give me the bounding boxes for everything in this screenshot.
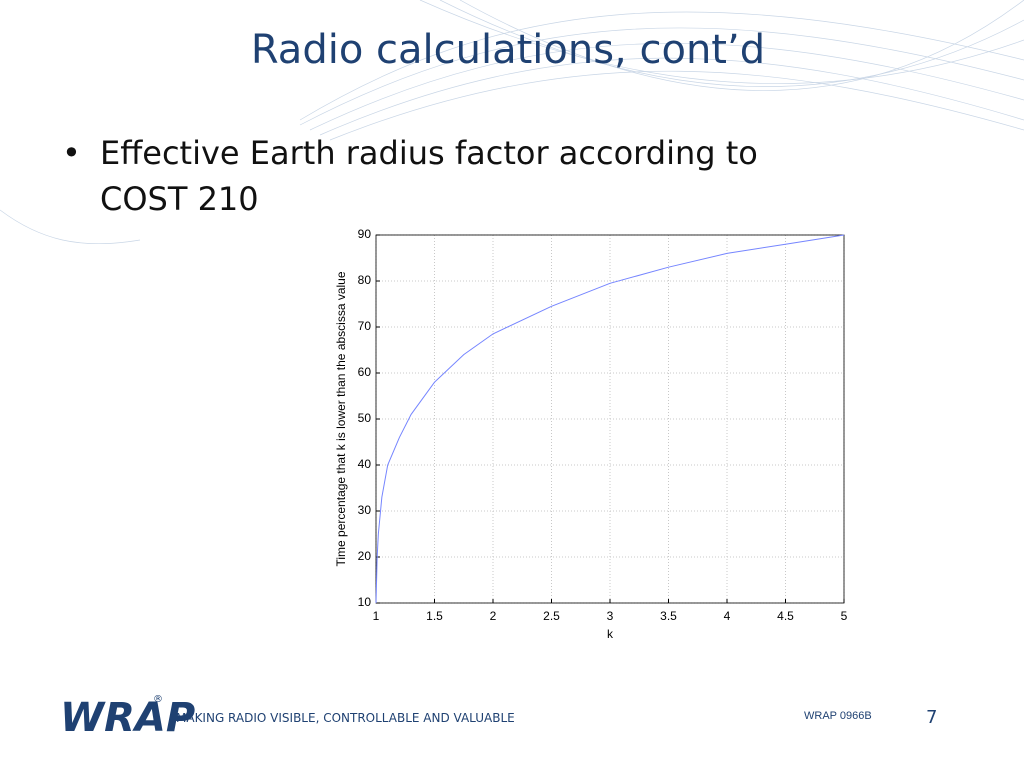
y-tick-label: 50 bbox=[358, 411, 372, 425]
x-tick-label: 1 bbox=[373, 609, 380, 623]
x-tick-label: 4 bbox=[724, 609, 731, 623]
x-tick-label: 1.5 bbox=[426, 609, 443, 623]
bullet-marker: • bbox=[62, 134, 81, 172]
y-tick-label: 90 bbox=[358, 227, 372, 241]
x-tick-label: 2.5 bbox=[543, 609, 560, 623]
y-tick-label: 20 bbox=[358, 549, 372, 563]
doc-id: WRAP 0966B bbox=[804, 710, 872, 722]
logo-mark: ® bbox=[153, 694, 163, 705]
y-tick-label: 80 bbox=[358, 273, 372, 287]
x-tick-label: 2 bbox=[490, 609, 497, 623]
y-tick-label: 30 bbox=[358, 503, 372, 517]
bullet-text: Effective Earth radius factor according … bbox=[100, 134, 758, 172]
chart: 10 20 30 40 50 60 70 80 90 1 1.5 2 2.5 3 3.5 4 4.5 5 k Time… bbox=[334, 227, 847, 641]
bullet-text: COST 210 bbox=[100, 180, 259, 218]
plot-frame bbox=[375, 234, 845, 604]
x-axis-label: k bbox=[607, 627, 614, 641]
tagline: MAKING RADIO VISIBLE, CONTROLLABLE AND V… bbox=[176, 711, 515, 725]
data-line bbox=[375, 234, 845, 604]
logo: WRAP bbox=[60, 695, 195, 741]
y-tick-label: 70 bbox=[358, 319, 372, 333]
page-number: 7 bbox=[926, 707, 937, 728]
y-tick-label: 40 bbox=[358, 457, 372, 471]
background-swoosh bbox=[0, 0, 1024, 245]
x-tick-label: 5 bbox=[841, 609, 848, 623]
slide-title: Radio calculations, cont’d bbox=[251, 27, 765, 73]
y-axis-label: Time percentage that k is lower than the… bbox=[334, 271, 348, 566]
x-tick-label: 3 bbox=[607, 609, 614, 623]
x-tick-label: 3.5 bbox=[660, 609, 677, 623]
y-tick-label: 10 bbox=[358, 595, 372, 609]
x-tick-label: 4.5 bbox=[777, 609, 794, 623]
y-tick-label: 60 bbox=[358, 365, 372, 379]
